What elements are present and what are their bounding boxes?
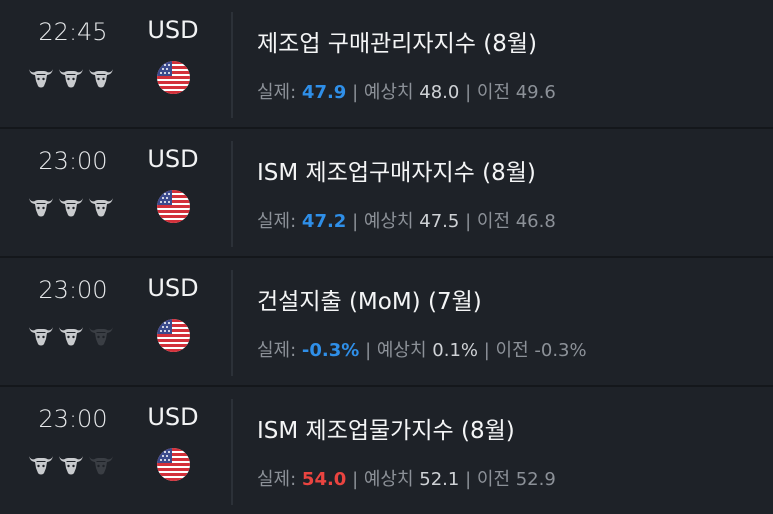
importance-rating [28, 453, 114, 477]
forecast-label: | 예상치 [365, 340, 427, 361]
forecast-label: | 예상치 [352, 469, 414, 490]
bull-icon-active [28, 195, 54, 219]
event-row[interactable]: 23:00 USD 건설지출 (MoM) (7월) 실제: -0.3% | 예상… [0, 258, 773, 385]
actual-value: 47.2 [301, 211, 347, 232]
forecast-label: | 예상치 [352, 82, 414, 103]
event-values: 실제: 47.2 | 예상치 47.5 | 이전 46.8 [257, 207, 556, 233]
event-values: 실제: -0.3% | 예상치 0.1% | 이전 -0.3% [257, 336, 587, 362]
event-time: 22:45 [38, 18, 108, 46]
importance-rating [28, 195, 114, 219]
event-title[interactable]: ISM 제조업물가지수 (8월) [257, 418, 515, 444]
bull-icon-active [88, 66, 114, 90]
bull-icon-active [58, 66, 84, 90]
us-flag-icon [157, 61, 190, 94]
us-flag-icon [157, 190, 190, 223]
previous-label: | 이전 [465, 82, 510, 103]
importance-rating [28, 66, 114, 90]
bull-icon-active [28, 453, 54, 477]
bull-icon-active [58, 195, 84, 219]
bull-icon-active [28, 66, 54, 90]
actual-label: 실제: [257, 211, 297, 232]
previous-value: 52.9 [515, 469, 556, 490]
currency-code: USD [147, 274, 199, 302]
forecast-label: | 예상치 [352, 211, 414, 232]
divider [231, 141, 233, 247]
event-values: 실제: 47.9 | 예상치 48.0 | 이전 49.6 [257, 78, 556, 104]
divider [231, 270, 233, 376]
divider [231, 399, 233, 505]
actual-value: 54.0 [301, 469, 347, 490]
previous-value: 46.8 [515, 211, 556, 232]
divider [231, 12, 233, 118]
previous-value: -0.3% [534, 340, 587, 361]
forecast-value: 52.1 [419, 469, 460, 490]
us-flag-icon [157, 448, 190, 481]
bull-icon-active [58, 453, 84, 477]
event-title[interactable]: 건설지출 (MoM) (7월) [257, 289, 482, 315]
forecast-value: 0.1% [432, 340, 478, 361]
bull-icon-active [58, 324, 84, 348]
event-row[interactable]: 23:00 USD ISM 제조업물가지수 (8월) 실제: 54.0 | 예상… [0, 387, 773, 514]
bull-icon-inactive [88, 324, 114, 348]
us-flag-icon [157, 319, 190, 352]
event-row[interactable]: 23:00 USD ISM 제조업구매자지수 (8월) 실제: 47.2 | 예… [0, 129, 773, 256]
forecast-value: 47.5 [419, 211, 460, 232]
bull-icon-active [88, 195, 114, 219]
actual-label: 실제: [257, 469, 297, 490]
event-time: 23:00 [38, 405, 108, 433]
event-row[interactable]: 22:45 USD 제조업 구매관리자지수 (8월) 실제: 47.9 | 예상… [0, 0, 773, 127]
currency-code: USD [147, 145, 199, 173]
currency-code: USD [147, 16, 199, 44]
event-values: 실제: 54.0 | 예상치 52.1 | 이전 52.9 [257, 465, 556, 491]
previous-label: | 이전 [465, 211, 510, 232]
actual-label: 실제: [257, 340, 297, 361]
importance-rating [28, 324, 114, 348]
event-time: 23:00 [38, 276, 108, 304]
event-title[interactable]: 제조업 구매관리자지수 (8월) [257, 31, 537, 57]
currency-code: USD [147, 403, 199, 431]
actual-value: 47.9 [301, 82, 347, 103]
actual-label: 실제: [257, 82, 297, 103]
event-time: 23:00 [38, 147, 108, 175]
previous-value: 49.6 [515, 82, 556, 103]
event-title[interactable]: ISM 제조업구매자지수 (8월) [257, 160, 536, 186]
previous-label: | 이전 [465, 469, 510, 490]
bull-icon-inactive [88, 453, 114, 477]
actual-value: -0.3% [301, 340, 360, 361]
forecast-value: 48.0 [419, 82, 460, 103]
previous-label: | 이전 [483, 340, 529, 361]
bull-icon-active [28, 324, 54, 348]
